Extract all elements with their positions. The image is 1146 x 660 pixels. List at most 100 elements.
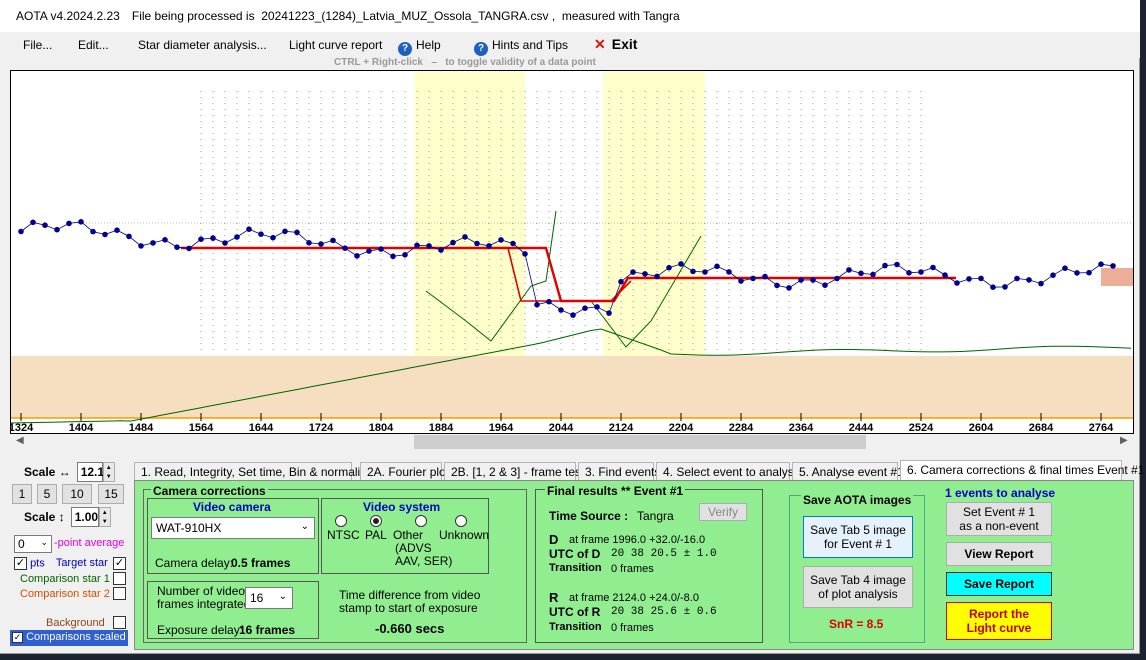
x-tick-label: 1884: [429, 422, 454, 434]
light-curve-plot[interactable]: 1324 1404 1484 1564 1644 1724 1804 1884 1964 2044…: [10, 70, 1134, 434]
x-tick-label: 2364: [789, 422, 814, 434]
camera-delay-label: Camera delay:: [155, 556, 234, 570]
scroll-thumb[interactable]: [414, 435, 866, 449]
tab-read-integrity[interactable]: 1. Read, Integrity, Set time, Bin & norm…: [134, 462, 373, 482]
zoom-5-button[interactable]: 5: [37, 484, 57, 504]
pts-checkbox[interactable]: ✓: [14, 557, 27, 570]
point-average-select[interactable]: 0 ⌄: [14, 535, 52, 553]
comparison-1-checkbox[interactable]: [113, 572, 126, 585]
comparisons-scaled-checkbox[interactable]: ✓: [12, 631, 23, 643]
data-point: [1098, 261, 1104, 267]
tab-camera-corrections[interactable]: 6. Camera corrections & final times Even…: [900, 460, 1144, 482]
time-diff-value: -0.660 secs: [375, 621, 445, 636]
ntsc-radio[interactable]: [335, 515, 347, 527]
data-point: [1110, 263, 1116, 269]
save-tab4-image-button[interactable]: Save Tab 4 image of plot analysis: [803, 566, 913, 608]
scale-horizontal-row: Scale ↔ 12.1 ▲ ▼: [24, 462, 115, 482]
plot-horizontal-scrollbar[interactable]: ◀ ▶: [10, 434, 1134, 450]
comparison-2-checkbox[interactable]: [113, 587, 126, 600]
data-point: [594, 304, 600, 310]
target-star-checkbox[interactable]: ✓: [113, 557, 126, 570]
tab-find-events[interactable]: 3. Find events: [578, 462, 660, 482]
tab-select-event[interactable]: 4. Select event to analyse: [656, 462, 800, 482]
d-label: D: [549, 532, 559, 547]
tab-analyse-event[interactable]: 5. Analyse event #1: [792, 462, 904, 482]
data-point: [126, 233, 132, 240]
data-point: [1074, 270, 1080, 276]
exposure-delay-value: 16 frames: [239, 623, 296, 637]
menu-star-diameter[interactable]: Star diameter analysis...: [138, 38, 267, 52]
frames-integrated-select[interactable]: 16 ⌄: [245, 587, 293, 609]
menu-help-label: Help: [416, 38, 441, 52]
zoom-10-button[interactable]: 10: [62, 484, 92, 504]
view-report-button[interactable]: View Report: [946, 542, 1052, 566]
pal-radio[interactable]: [370, 515, 382, 527]
menu-light-curve-report[interactable]: Light curve report: [289, 38, 383, 52]
menu-edit[interactable]: Edit...: [78, 38, 109, 52]
x-tick-label: 1964: [489, 422, 514, 434]
data-point: [774, 282, 780, 289]
camera-delay-value: 0.5 frames: [231, 556, 291, 570]
menu-help[interactable]: ? Help: [398, 38, 441, 56]
data-point: [918, 269, 924, 275]
scale-vertical-input[interactable]: 1.00: [70, 507, 99, 527]
plot-canvas[interactable]: 1324 1404 1484 1564 1644 1724 1804 1884 1964 2044…: [11, 71, 1134, 434]
verify-button[interactable]: Verify: [699, 503, 747, 521]
save-tab5-image-button[interactable]: Save Tab 5 image for Event # 1: [803, 516, 913, 558]
unknown-radio[interactable]: [455, 515, 467, 527]
set-event-line2: as a non-event: [959, 519, 1039, 533]
data-point: [1038, 280, 1044, 287]
video-system-group: [321, 498, 489, 574]
ntsc-label: NTSC: [327, 528, 360, 542]
save-report-button[interactable]: Save Report: [946, 572, 1052, 596]
x-tick-label: 1724: [309, 422, 334, 434]
scroll-right-icon[interactable]: ▶: [1120, 435, 1128, 446]
report-light-curve-button[interactable]: Report the Light curve: [946, 602, 1052, 640]
tab-frame-test[interactable]: 2B. [1, 2 & 3] - frame test: [444, 462, 584, 482]
data-point: [318, 241, 324, 247]
save-tab5-line2: for Event # 1: [823, 537, 893, 551]
frames-integrated-label-1: Number of video: [157, 584, 246, 598]
menu-file[interactable]: File...: [23, 38, 53, 52]
data-point: [858, 270, 864, 277]
data-point: [114, 227, 120, 233]
comparisons-scaled-label: Comparisons scaled: [26, 631, 126, 643]
tab-fourier-plot[interactable]: 2A. Fourier plot: [360, 462, 449, 482]
data-point: [18, 228, 24, 235]
scale-vertical-row: Scale ↕ 1.00 ▲ ▼: [24, 507, 111, 527]
r-label: R: [549, 590, 559, 605]
data-point: [834, 275, 840, 282]
data-point: [378, 246, 384, 252]
data-point: [1002, 284, 1008, 290]
data-point: [726, 269, 732, 275]
data-point: [390, 253, 396, 260]
video-camera-title: Video camera: [193, 500, 271, 514]
frames-integrated-value: 16: [250, 591, 264, 605]
zoom-15-button[interactable]: 15: [98, 484, 124, 504]
comparisons-scaled-row[interactable]: ✓ Comparisons scaled: [10, 630, 128, 646]
data-point: [1050, 272, 1056, 278]
data-point: [954, 280, 960, 286]
background-checkbox[interactable]: [113, 616, 126, 629]
scale-horizontal-spinner[interactable]: ▲ ▼: [102, 462, 115, 482]
model-line: [181, 246, 956, 303]
scale-vertical-spinner[interactable]: ▲ ▼: [98, 507, 111, 527]
scroll-left-icon[interactable]: ◀: [16, 435, 24, 446]
data-point: [714, 263, 720, 270]
other-radio[interactable]: [415, 515, 427, 527]
r-frame-value: at frame 2124.0 +24.0/-8.0: [569, 592, 699, 604]
time-diff-label-2: stamp to start of exposure: [339, 601, 478, 615]
save-tab4-line2: of plot analysis: [818, 587, 898, 601]
menu-hints-label: Hints and Tips: [492, 38, 569, 52]
data-point: [414, 242, 420, 249]
data-point: [162, 237, 168, 243]
d-transition-value: 0 frames: [611, 563, 654, 575]
set-non-event-button[interactable]: Set Event # 1 as a non-event: [946, 502, 1052, 536]
scale-horizontal-input[interactable]: 12.1: [76, 462, 104, 482]
camera-model-select[interactable]: WAT-910HX ⌄: [151, 517, 315, 539]
x-tick-label: 2044: [549, 422, 574, 434]
menu-hints[interactable]: ? Hints and Tips: [474, 38, 568, 56]
data-point: [186, 245, 192, 252]
menu-exit[interactable]: ✕ Exit: [594, 36, 637, 53]
zoom-1-button[interactable]: 1: [12, 484, 32, 504]
